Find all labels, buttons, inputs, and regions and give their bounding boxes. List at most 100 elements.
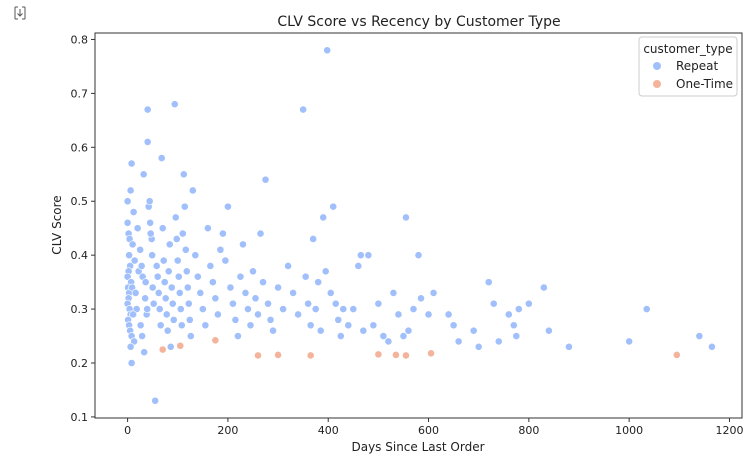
data-point-repeat [184, 299, 193, 308]
data-point-repeat [162, 310, 171, 319]
data-point-repeat [218, 229, 227, 238]
data-point-repeat [319, 213, 328, 222]
data-point-repeat [129, 208, 138, 216]
data-point-repeat [494, 337, 503, 346]
data-point-repeat [708, 342, 716, 351]
chart-title: CLV Score vs Recency by Customer Type [277, 14, 560, 30]
data-point-repeat [695, 332, 704, 340]
data-point-repeat [454, 337, 463, 346]
legend-box [638, 36, 738, 97]
data-point-one-time [402, 351, 410, 360]
legend-marker-one-time [653, 80, 661, 88]
data-point-repeat [129, 310, 138, 319]
data-point-repeat [509, 321, 518, 330]
data-point-repeat [160, 278, 169, 287]
data-point-repeat [414, 251, 423, 260]
data-point-repeat [514, 305, 523, 313]
data-point-repeat [299, 105, 308, 114]
data-point-repeat [323, 46, 332, 55]
data-point-repeat [123, 272, 132, 281]
data-point-repeat [174, 272, 183, 281]
data-point-repeat [143, 105, 152, 114]
data-point-repeat [417, 294, 425, 303]
y-tick-label: 0.3 [71, 303, 89, 316]
data-point-repeat [294, 310, 303, 319]
data-point-repeat [356, 251, 365, 260]
data-point-repeat [474, 342, 483, 351]
data-point-repeat [545, 326, 553, 335]
data-point-repeat [163, 326, 172, 335]
data-point-repeat [565, 342, 573, 351]
data-point-repeat [384, 337, 393, 346]
legend: customer_type Repeat One-Time [638, 36, 738, 97]
data-point-repeat [359, 326, 368, 335]
x-tick-label: 600 [418, 424, 439, 437]
data-point-repeat [158, 224, 167, 233]
data-point-repeat [148, 283, 157, 292]
legend-label-one-time: One-Time [676, 77, 733, 91]
data-point-repeat [140, 348, 149, 357]
legend-marker-repeat [653, 62, 661, 70]
data-point-repeat [234, 332, 242, 340]
data-point-repeat [180, 202, 189, 211]
data-point-repeat [126, 342, 135, 351]
x-tick-label: 1200 [715, 424, 743, 437]
data-point-repeat [130, 256, 139, 265]
points-layer [123, 46, 716, 405]
y-tick-label: 0.2 [71, 357, 89, 370]
data-point-repeat [127, 159, 136, 168]
data-point-repeat [213, 310, 222, 319]
data-point-repeat [196, 289, 205, 297]
data-point-repeat [143, 138, 152, 146]
data-point-repeat [203, 224, 212, 233]
data-point-repeat [484, 278, 493, 287]
data-point-repeat [394, 310, 403, 319]
y-tick-label: 0.8 [71, 33, 89, 46]
data-point-repeat [279, 305, 287, 313]
data-point-one-time [427, 349, 435, 358]
data-point-repeat [512, 332, 521, 340]
data-point-repeat [186, 332, 195, 340]
data-point-repeat [334, 315, 343, 324]
data-point-repeat [137, 262, 146, 270]
data-point-repeat [201, 321, 210, 330]
data-point-repeat [231, 315, 240, 324]
data-point-repeat [329, 202, 338, 211]
data-point-repeat [314, 278, 323, 287]
data-point-repeat [173, 256, 182, 265]
data-point-repeat [321, 267, 330, 276]
x-tick-label: 1000 [615, 424, 643, 437]
data-point-one-time [254, 351, 262, 360]
data-point-repeat [188, 186, 197, 195]
data-point-one-time [672, 351, 681, 359]
y-tick-label: 0.6 [71, 141, 89, 154]
data-point-repeat [444, 310, 453, 319]
data-point-repeat [172, 235, 181, 243]
data-point-repeat [159, 256, 168, 265]
data-point-repeat [409, 305, 418, 313]
data-point-repeat [269, 326, 277, 335]
data-point-repeat [389, 289, 398, 297]
data-point-repeat [125, 251, 134, 260]
data-point-repeat [331, 299, 340, 308]
data-point-repeat [249, 267, 257, 276]
data-point-repeat [128, 240, 137, 249]
data-point-repeat [254, 310, 262, 319]
data-point-repeat [349, 305, 358, 313]
y-axis: 0.1 0.2 0.3 0.4 0.5 0.6 0.7 0.8 [71, 33, 95, 424]
data-point-repeat [139, 170, 148, 179]
data-point-repeat [198, 305, 207, 313]
data-point-repeat [206, 262, 215, 270]
data-point-repeat [143, 305, 152, 313]
data-point-repeat [153, 272, 162, 281]
data-point-repeat [141, 294, 150, 303]
expand-output-icon[interactable] [13, 5, 27, 20]
data-point-repeat [126, 186, 135, 195]
data-point-repeat [429, 289, 438, 297]
data-point-repeat [246, 321, 255, 330]
legend-label-repeat: Repeat [676, 59, 719, 73]
data-point-repeat [146, 218, 155, 227]
data-point-repeat [131, 289, 140, 297]
data-point-repeat [229, 299, 237, 308]
